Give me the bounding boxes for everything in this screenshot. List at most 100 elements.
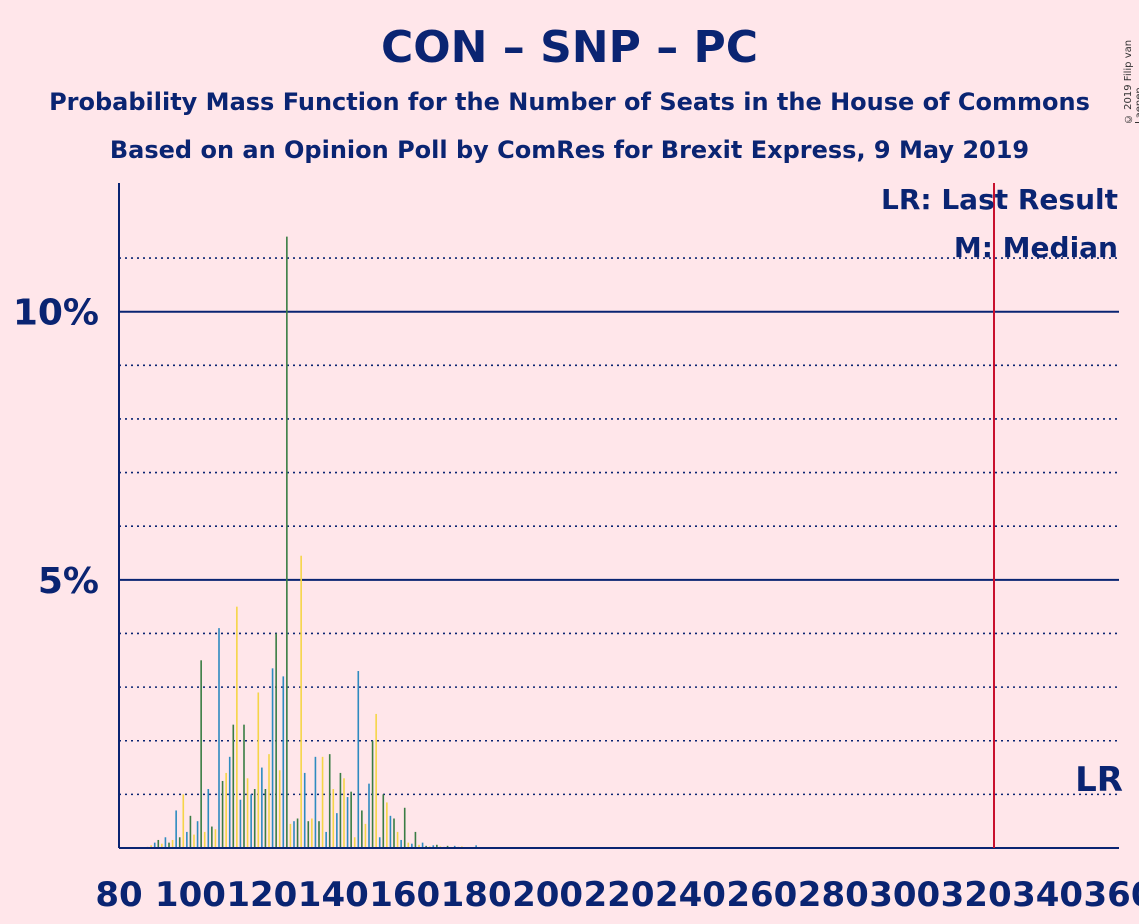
bar [425,845,427,848]
x-tick-label: 280 [798,875,869,915]
x-tick-label: 180 [441,875,512,915]
chart-title: CON – SNP – PC [380,22,759,73]
chart-source-line: Based on an Opinion Poll by ComRes for B… [109,136,1030,164]
legend-last-result: LR: Last Result [880,183,1118,216]
x-tick-label: 220 [584,875,655,915]
bar [436,844,438,848]
legend-median: M: Median [953,231,1118,264]
bar [178,837,181,848]
bar [336,813,338,848]
bar [153,842,156,848]
bar [389,815,392,848]
bars [146,236,477,848]
y-tick-labels: 5% 10% [13,293,99,602]
bar [414,831,417,848]
bar [328,754,331,848]
x-tick-label: 240 [655,875,726,915]
bar [357,671,360,848]
bar [386,802,388,848]
x-tick-label: 260 [726,875,797,915]
y-tick-label: 5% [38,561,99,602]
bar [293,821,295,848]
bar [286,236,288,848]
bar [400,839,402,848]
x-tick-label: 320 [941,875,1012,915]
gridlines [119,257,1119,796]
bar [221,780,224,848]
bar [250,794,252,848]
bar [232,724,235,848]
bar [364,823,367,848]
axes [118,183,1119,849]
bar [339,772,342,848]
bar [228,756,231,848]
bar [164,837,167,848]
bar [203,831,206,848]
x-tick-label: 340 [1012,875,1083,915]
bar [371,740,374,848]
bar [403,807,406,848]
last-result-label: LR [1075,760,1123,800]
bar [161,843,163,848]
bar [382,794,385,848]
bar [211,826,213,848]
bar [411,843,413,848]
x-tick-label: 80 [95,875,142,915]
x-tick-labels: 80 100 120 140 160 180 200 220 240 260 280 300 320 34… [95,875,1139,915]
bar [175,810,177,848]
bar [307,821,310,848]
y-tick-label: 10% [13,293,99,334]
bar [271,668,274,848]
bar [321,756,324,848]
bar [225,772,227,848]
bar [393,818,395,848]
x-tick-label: 100 [155,875,226,915]
bar [432,845,435,848]
bar [314,756,317,848]
x-tick-label: 160 [369,875,440,915]
bar [311,818,313,848]
bar [189,815,192,848]
bar [325,831,327,848]
bar [275,633,277,848]
bar [396,831,399,848]
bar [196,821,199,848]
bar [264,789,267,848]
bar [157,839,160,848]
x-tick-label: 140 [298,875,369,915]
bar [218,628,220,848]
bar [318,821,320,848]
bar [236,606,238,848]
bar [289,823,292,848]
bar [300,555,302,848]
bar [268,754,270,848]
bar [200,660,202,848]
bar [375,713,377,848]
bar [243,724,245,848]
x-tick-label: 360 [1084,875,1139,915]
bar [353,837,356,848]
bar [261,767,263,848]
bar [246,778,249,848]
bar [378,837,381,848]
bar [418,844,420,848]
bar [278,770,281,848]
bar [446,845,449,848]
bar [239,799,242,848]
bar [257,692,260,848]
bar [303,772,306,848]
bar [214,829,217,848]
bar [150,845,152,848]
bar [421,842,424,848]
bar [207,789,210,848]
bar [346,797,349,848]
bar [171,839,174,848]
bar [282,676,285,848]
bar [368,783,370,848]
bar [193,834,195,848]
bar [296,818,299,848]
bar [350,791,352,848]
bar [168,842,170,848]
chart-subtitle: Probability Mass Function for the Number… [49,88,1090,116]
